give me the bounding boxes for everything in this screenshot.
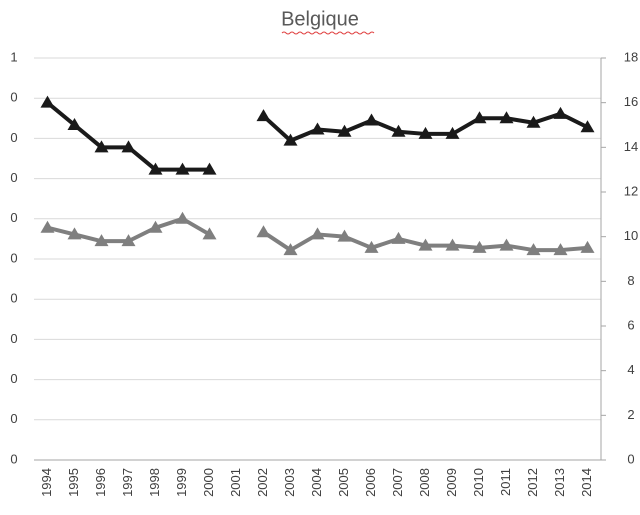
x-tick-label: 2008 — [417, 468, 432, 497]
marker — [391, 124, 406, 137]
x-tick-label: 2014 — [579, 468, 594, 497]
y-tick-label: 0 — [10, 411, 17, 426]
y-tick-label: 0 — [10, 371, 17, 386]
y2-tick-label: 4 — [627, 362, 634, 377]
x-tick-label: 2000 — [201, 468, 216, 497]
marker — [256, 109, 271, 122]
marker — [526, 243, 541, 256]
y-tick-label: 0 — [10, 451, 17, 466]
y-tick-label: 0 — [10, 250, 17, 265]
marker — [94, 234, 109, 247]
marker — [526, 115, 541, 128]
marker — [67, 227, 82, 240]
x-tick-label: 1994 — [39, 468, 54, 497]
marker — [553, 106, 568, 119]
y-tick-label: 1 — [10, 49, 17, 64]
y2-tick-label: 10 — [624, 228, 638, 243]
marker — [121, 234, 136, 247]
y2-tick-label: 6 — [627, 317, 634, 332]
marker — [40, 95, 55, 108]
y2-tick-label: 16 — [624, 94, 638, 109]
marker — [148, 162, 163, 175]
marker — [364, 113, 379, 126]
marker — [364, 240, 379, 253]
marker — [148, 220, 163, 233]
x-tick-label: 2009 — [444, 468, 459, 497]
marker — [580, 120, 595, 133]
marker — [337, 229, 352, 242]
y-tick-label: 0 — [10, 90, 17, 105]
x-tick-label: 2002 — [255, 468, 270, 497]
x-tick-label: 2013 — [552, 468, 567, 497]
x-tick-label: 2005 — [336, 468, 351, 497]
x-tick-label: 1997 — [120, 468, 135, 497]
x-tick-label: 2007 — [390, 468, 405, 497]
marker — [310, 227, 325, 240]
marker — [337, 124, 352, 137]
x-tick-label: 2004 — [309, 468, 324, 497]
y-tick-label: 0 — [10, 210, 17, 225]
marker — [553, 243, 568, 256]
x-tick-label: 2003 — [282, 468, 297, 497]
y2-tick-label: 14 — [624, 139, 638, 154]
y2-tick-label: 18 — [624, 49, 638, 64]
x-tick-label: 2001 — [228, 468, 243, 497]
y2-tick-label: 8 — [627, 273, 634, 288]
marker — [418, 238, 433, 251]
marker — [580, 240, 595, 253]
marker — [499, 111, 514, 124]
marker — [67, 118, 82, 130]
chart-title: Belgique — [281, 8, 359, 30]
marker — [310, 122, 325, 135]
marker — [121, 140, 136, 153]
x-tick-label: 2010 — [471, 468, 486, 497]
x-tick-label: 1999 — [174, 468, 189, 497]
x-tick-label: 2012 — [525, 468, 540, 497]
marker — [283, 133, 298, 146]
y2-tick-label: 12 — [624, 183, 638, 198]
y2-tick-label: 2 — [627, 407, 634, 422]
y-tick-label: 0 — [10, 291, 17, 306]
x-tick-label: 1998 — [147, 468, 162, 497]
marker — [472, 111, 487, 124]
x-tick-label: 2006 — [363, 468, 378, 497]
marker — [256, 225, 271, 238]
marker — [175, 211, 190, 224]
y2-tick-label: 0 — [627, 451, 634, 466]
marker — [499, 238, 514, 251]
marker — [175, 162, 190, 175]
x-tick-label: 2011 — [498, 468, 513, 496]
marker — [202, 162, 217, 175]
marker — [418, 126, 433, 139]
marker — [445, 126, 460, 139]
marker — [40, 220, 55, 233]
marker — [94, 140, 109, 153]
y-tick-label: 0 — [10, 331, 17, 346]
y-tick-label: 0 — [10, 170, 17, 185]
marker — [283, 243, 298, 256]
series-line — [46, 101, 210, 172]
y-tick-label: 0 — [10, 130, 17, 145]
x-tick-label: 1996 — [93, 468, 108, 497]
marker — [445, 238, 460, 251]
marker — [472, 240, 487, 253]
marker — [202, 227, 217, 240]
spell-check-underline — [281, 31, 375, 35]
marker — [391, 231, 406, 244]
x-tick-label: 1995 — [66, 468, 81, 497]
